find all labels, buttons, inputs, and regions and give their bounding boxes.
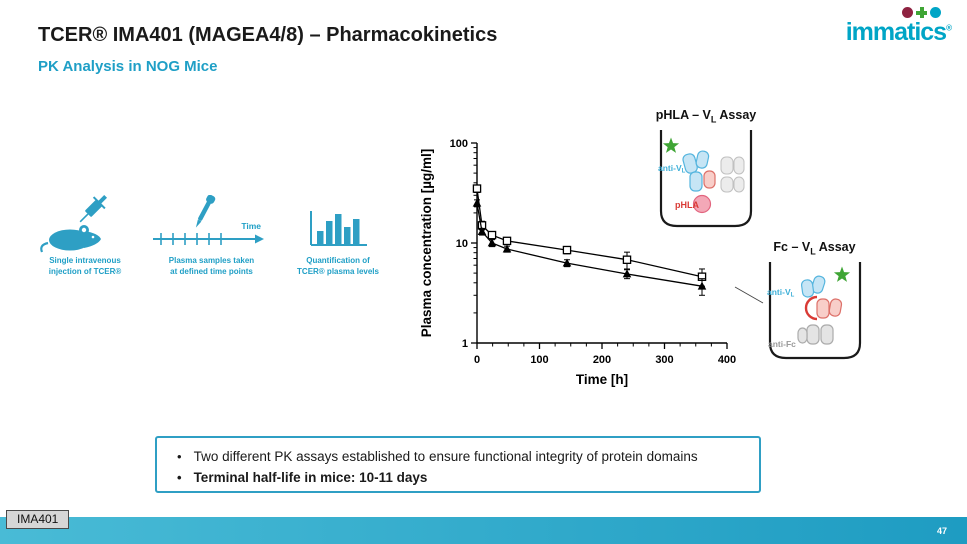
svg-text:0: 0 [474,354,480,366]
workflow-row: Single intravenous injection of TCER® [30,195,393,278]
pipette-timeline-icon: Time [152,195,264,245]
svg-text:400: 400 [718,354,736,366]
anti-vl-label: anti-VL [767,287,795,299]
well-outline [768,261,861,359]
logo-teal-dot-icon [930,7,941,18]
bullet-dot: • [177,449,182,464]
svg-text:200: 200 [593,354,611,366]
red-crescent-shape [804,295,817,320]
pk-line-chart: 1 10 100 0 100 200 300 400 Plasma concentration … [419,138,736,387]
page-subtitle: PK Analysis in NOG Mice [38,58,218,75]
logo-wordmark: immatics® [845,18,952,46]
x-axis-title: Time [h] [576,372,628,387]
fc-vl-assay: Fc – VL Assay anti-VL anti-Fc [752,240,877,363]
workflow-step-sampling: Time Plasma samples taken at defined tim… [144,195,279,278]
series-filled-triangle [472,198,707,296]
anti-fc-antibody-shapes [796,323,834,345]
immatics-logo: immatics® [833,6,952,46]
detection-star-icon [833,266,850,282]
timeline-time-label: Time [241,221,261,231]
phla-assay-title: pHLA – VL Assay [655,108,757,125]
bullet-text-assays: Two different PK assays established to e… [193,449,698,464]
step-caption-quantification: Quantification of TCER® plasma levels [297,256,379,276]
svg-text:100: 100 [530,354,548,366]
page-title: TCER® IMA401 (MAGEA4/8) – Pharmacokineti… [38,24,498,46]
y-axis-title: Plasma concentration [µg/ml] [419,149,434,338]
phla-ball-shape [692,194,712,213]
anti-vl-label: anti-VL [658,163,686,175]
svg-text:1: 1 [462,338,468,350]
footer-project-tab: IMA401 [6,510,70,529]
workflow-step-quantification: Quantification of TCER® plasma levels [283,195,393,278]
anti-vl-antibody-shapes [800,275,825,298]
tcer-domain-shapes [815,297,842,319]
phla-assay-well-icon: anti-VL pHLA [658,129,753,227]
detection-star-icon [662,137,680,153]
bullet-item: • Two different PK assays established to… [177,446,739,467]
connector-line [734,286,764,304]
footer-bar [0,517,967,544]
bars [317,214,360,245]
logo-maroon-dot-icon [902,7,913,18]
tcer-domain-shape [703,169,716,189]
fc-assay-well-icon: anti-VL anti-Fc [767,261,861,359]
workflow-step-injection: Single intravenous injection of TCER® [30,195,140,278]
step-caption-injection: Single intravenous injection of TCER® [48,256,122,276]
anti-fc-label: anti-Fc [768,339,796,349]
syringe-shape [79,195,107,223]
bullet-item: • Terminal half-life in mice: 10-11 days [177,467,739,488]
logo-dots [833,6,941,19]
bar-chart-icon [310,211,367,246]
logo-green-cross-icon [916,7,927,18]
gray-protein-shapes [720,156,745,192]
anti-vl-antibody-shapes [682,149,710,192]
fc-assay-title: Fc – VL Assay [773,240,856,257]
logo-reg-mark: ® [946,23,952,33]
mouse-syringe-icon [39,195,107,253]
phla-label: pHLA [675,200,699,210]
step-caption-sampling: Plasma samples taken at defined time poi… [168,256,255,276]
svg-text:100: 100 [450,138,468,150]
pipette-shape [195,195,215,228]
timeline-ticks [159,233,222,245]
page-number: 47 [936,526,947,536]
mouse-shape [39,225,101,253]
bullet-dot: • [177,470,182,485]
svg-text:300: 300 [655,354,673,366]
phla-vl-assay: pHLA – VL Assay anti-VL pHLA [636,108,776,231]
timeline-arrow [254,234,264,244]
summary-box: • Two different PK assays established to… [155,436,761,493]
bullet-text-halflife: Terminal half-life in mice: 10-11 days [193,470,428,485]
svg-text:10: 10 [456,238,468,250]
